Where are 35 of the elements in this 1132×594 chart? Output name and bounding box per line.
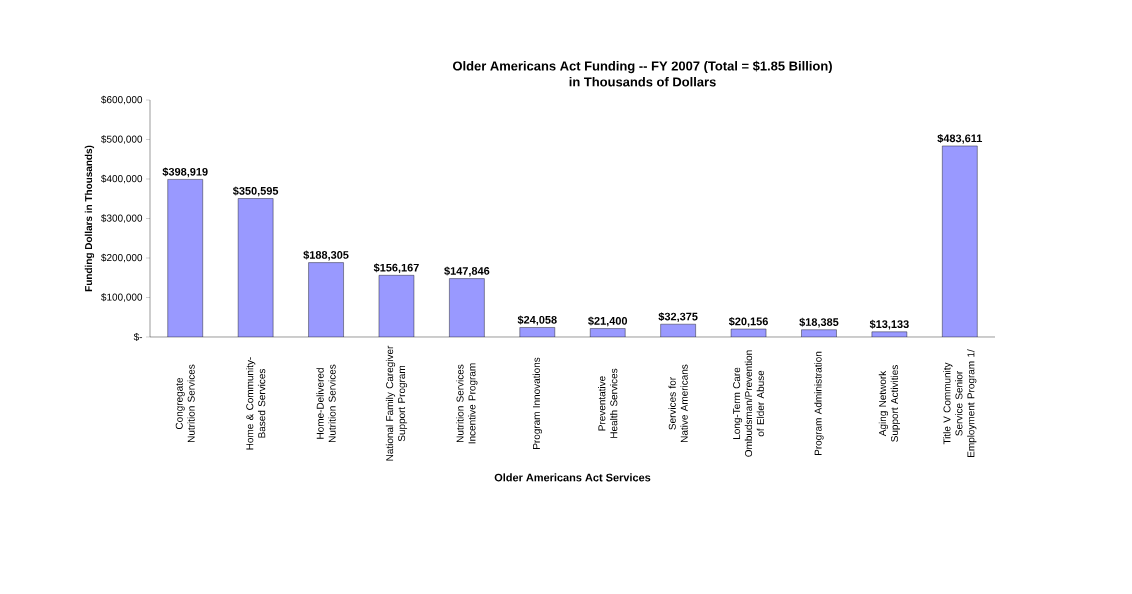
x-tick-label: Title V Community Service Senior Employment Program 1/ [943,349,977,457]
data-label: $13,133 [869,319,909,330]
x-tick-label: Services for Native Americans [668,364,688,442]
x-tick-label: National Family Caregiver Support Program [385,345,408,461]
x-tick-label: Congregate Nutrition Services [175,364,195,442]
data-label: $20,156 [728,317,768,327]
data-label: $18,385 [799,317,839,328]
data-label: $147,846 [444,266,490,277]
data-label: $21,400 [588,316,628,327]
x-tick-label: Preventative Health Services [598,368,618,438]
data-label: $156,167 [373,263,419,274]
x-tick-label: Program Innovations [532,357,542,449]
data-label: $188,305 [303,250,349,261]
y-tick-label: $400,000 [101,174,143,184]
data-label: $24,058 [517,315,557,326]
x-axis-title: Older Americans Act Services [494,473,651,482]
y-tick-label: $300,000 [101,214,143,223]
x-tick-label: Home & Community-Based Services [246,357,266,450]
y-tick-label: $500,000 [101,135,143,144]
data-label: $483,611 [937,133,983,144]
y-axis-title: Funding Dollars in Thousands) [84,145,95,292]
data-label: $350,595 [232,186,279,197]
data-label: $398,919 [162,167,208,178]
x-tick-label: Long-Term Care Ombudsman/Prevention of Elder Abuse [733,350,765,457]
chart-subtitle: in Thousands of Dollars [569,76,716,87]
x-tick-label: Aging Network Support Activities [878,365,900,442]
x-tick-label: Home-Delivered Nutrition Services [316,364,336,442]
chart-title: Older Americans Act Funding -- FY 2007 (Total = $1.85 Billion) [452,60,832,74]
y-tick-label: $600,000 [101,95,143,105]
y-tick-label: $100,000 [101,293,143,302]
x-tick-label: Program Administration [814,351,824,456]
data-label: $32,375 [658,312,698,323]
x-tick-label: Nutrition Services Incentive Program [456,363,478,444]
y-tick-label: $- [133,332,143,342]
y-tick-label: $200,000 [101,253,143,263]
